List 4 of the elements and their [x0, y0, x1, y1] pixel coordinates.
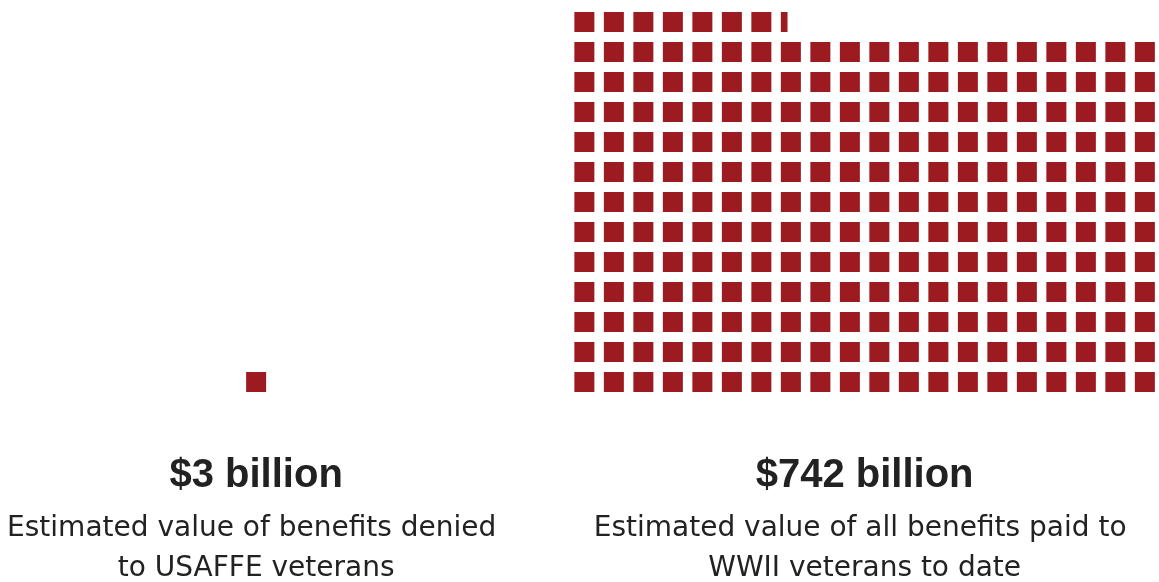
data-label: $3 billion: [169, 451, 343, 495]
data-label: $742 billion: [755, 451, 974, 495]
category-label: Estimated value of benefits denied to USAFFE veterans: [7, 509, 506, 582]
category-label: Estimated value of all benefits paid to WWII veterans to date: [593, 509, 1136, 582]
